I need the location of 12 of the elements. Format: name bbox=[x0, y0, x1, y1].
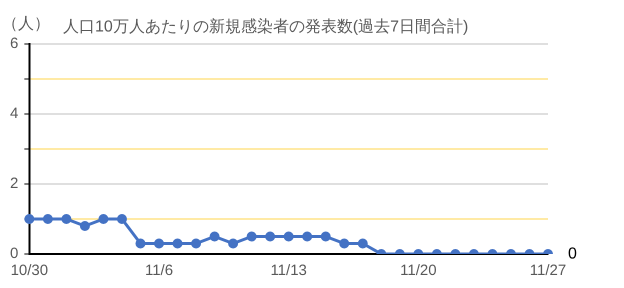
y-tick-label: 2 bbox=[10, 175, 18, 192]
chart-title: 人口10万人あたりの新規感染者の発表数(過去7日間合計) bbox=[63, 17, 468, 36]
y-tick-label: 6 bbox=[10, 35, 18, 52]
x-tick-label: 11/27 bbox=[530, 262, 566, 280]
y-tick-label: 0 bbox=[10, 245, 18, 262]
x-tick-label: 10/30 bbox=[10, 262, 48, 280]
y-axis-title: （人） bbox=[2, 15, 50, 32]
y-tick-label: 4 bbox=[10, 105, 18, 122]
x-tick-label: 11/6 bbox=[144, 262, 174, 280]
x-tick-label: 11/20 bbox=[400, 262, 437, 280]
annotation: 0 bbox=[568, 245, 577, 262]
x-tick-label: 11/13 bbox=[270, 262, 307, 280]
